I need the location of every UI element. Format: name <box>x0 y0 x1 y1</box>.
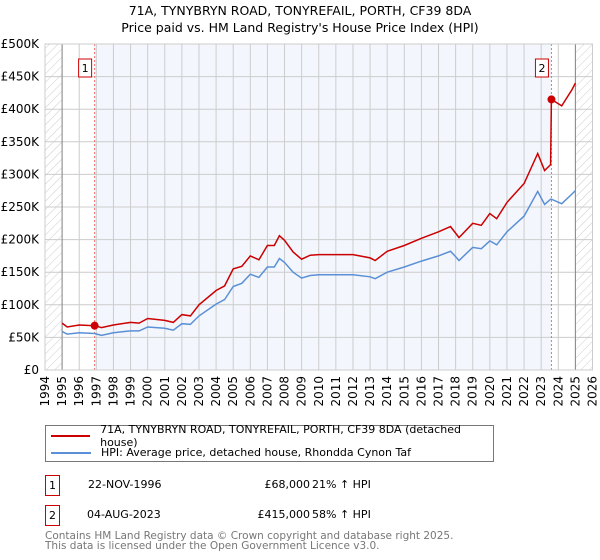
x-tick-label: 2014 <box>380 376 394 407</box>
marker-badge: 1 <box>45 475 60 496</box>
hpi-line <box>61 189 576 337</box>
x-tick-label: 2008 <box>278 376 292 407</box>
x-tick-label: 2005 <box>226 376 240 407</box>
hpi-change: 58% ↑ HPI <box>312 508 371 521</box>
x-tick-label: 2022 <box>517 376 531 407</box>
sale-label: 2 <box>538 62 545 75</box>
x-tick-label: 2023 <box>534 376 548 407</box>
chart-title: 71A, TYNYBRYN ROAD, TONYREFAIL, PORTH, C… <box>0 2 600 36</box>
legend: 71A, TYNYBRYN ROAD, TONYREFAIL, PORTH, C… <box>45 423 494 462</box>
x-tick-label: 2010 <box>312 376 326 407</box>
x-tick-label: 2024 <box>551 376 565 407</box>
y-tick-label: £0 <box>24 363 39 377</box>
legend-item-property: 71A, TYNYBRYN ROAD, TONYREFAIL, PORTH, C… <box>51 423 493 449</box>
y-tick-label: £200K <box>1 233 41 247</box>
legend-label: 71A, TYNYBRYN ROAD, TONYREFAIL, PORTH, C… <box>100 422 461 449</box>
footer-line: Contains HM Land Registry data © Crown c… <box>45 530 454 542</box>
legend-item-hpi: HPI: Average price, detached house, Rhon… <box>51 444 411 461</box>
y-tick-label: £150K <box>1 265 41 279</box>
sale-label: 1 <box>82 62 89 75</box>
marker-badge: 2 <box>45 505 60 526</box>
x-tick-label: 2019 <box>466 376 480 407</box>
date: 04-AUG-2023 <box>87 508 161 521</box>
hpi-change: 21% ↑ HPI <box>312 478 371 491</box>
transaction-row: 2 04-AUG-2023 £415,000 58% ↑ HPI <box>45 505 545 526</box>
x-tick-label: 2016 <box>414 376 428 407</box>
x-tick-label: 1995 <box>55 376 69 407</box>
x-tick-label: 2000 <box>141 376 155 407</box>
y-tick-label: £250K <box>1 200 41 214</box>
x-tick-label: 2007 <box>260 376 274 407</box>
date: 22-NOV-1996 <box>88 478 162 491</box>
x-tick-label: 2012 <box>346 376 360 407</box>
x-tick-label: 2025 <box>568 376 582 407</box>
x-tick-label: 1997 <box>89 376 103 407</box>
sale-label-box <box>78 58 93 78</box>
x-tick-label: 2004 <box>209 376 223 407</box>
sale-point <box>90 321 99 330</box>
title-line: 71A, TYNYBRYN ROAD, TONYREFAIL, PORTH, C… <box>128 3 472 18</box>
x-tick-label: 2002 <box>175 376 189 407</box>
y-tick-label: £450K <box>1 70 41 84</box>
x-tick-label: 2021 <box>500 376 514 407</box>
x-tick-label: 2011 <box>329 376 343 407</box>
x-tick-label: 1999 <box>124 376 138 407</box>
x-tick-label: 2015 <box>397 376 411 407</box>
x-tick-label: 2006 <box>243 376 257 407</box>
y-tick-label: £400K <box>1 102 41 116</box>
price: £68,000 <box>264 478 311 491</box>
price: £415,000 <box>257 508 311 521</box>
sale-label-box <box>534 58 549 78</box>
x-tick-label: 2020 <box>483 376 497 407</box>
subtitle-line: Price paid vs. HM Land Registry's House … <box>121 20 479 35</box>
red-line-swatch <box>51 434 91 437</box>
x-tick-label: 2026 <box>586 376 600 407</box>
legend-label: HPI: Average price, detached house, Rhon… <box>101 446 412 459</box>
x-tick-label: 1996 <box>72 376 86 407</box>
blue-line-swatch <box>51 451 91 454</box>
x-tick-label: 2017 <box>432 376 446 407</box>
x-tick-label: 1998 <box>106 376 120 407</box>
x-tick-label: 2001 <box>158 376 172 407</box>
sale-point <box>547 95 556 104</box>
y-tick-label: £100K <box>1 298 41 312</box>
x-tick-label: 1994 <box>38 376 52 407</box>
y-tick-label: £50K <box>8 330 40 344</box>
x-tick-label: 2003 <box>192 376 206 407</box>
transaction-row: 1 22-NOV-1996 £68,000 21% ↑ HPI <box>45 475 545 496</box>
x-tick-label: 2013 <box>363 376 377 407</box>
x-tick-label: 2018 <box>449 376 463 407</box>
y-tick-label: £500K <box>1 37 41 51</box>
y-tick-label: £350K <box>1 135 41 149</box>
footer: Contains HM Land Registry data © Crown c… <box>45 530 454 552</box>
property-price-line <box>61 82 577 329</box>
plot-border <box>44 43 593 371</box>
y-tick-label: £300K <box>1 167 41 181</box>
x-tick-label: 2009 <box>295 376 309 407</box>
footer-line: This data is licensed under the Open Gov… <box>45 540 380 552</box>
